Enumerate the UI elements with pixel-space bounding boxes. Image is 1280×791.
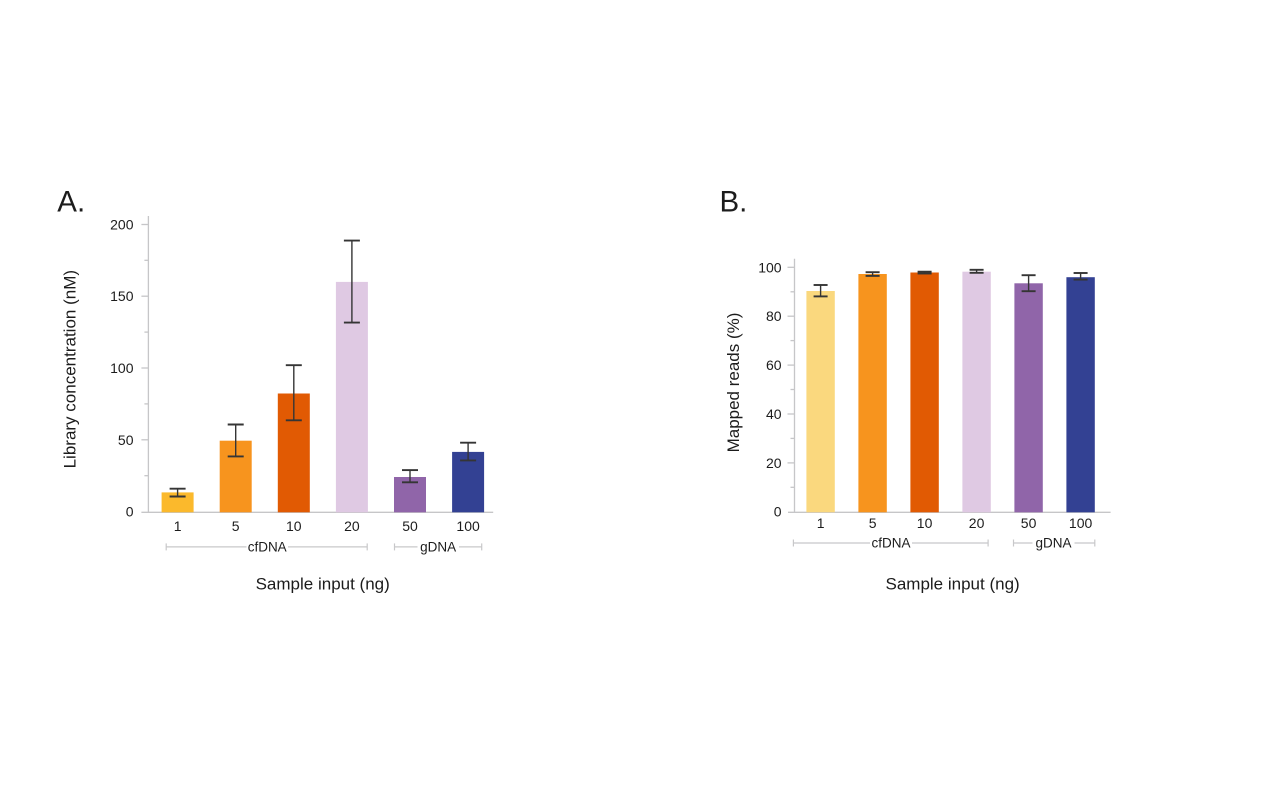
svg-text:5: 5	[869, 515, 877, 531]
svg-text:Library concentration (nM): Library concentration (nM)	[61, 270, 80, 468]
svg-text:200: 200	[110, 217, 134, 233]
svg-text:100: 100	[456, 518, 480, 534]
svg-text:150: 150	[110, 288, 134, 304]
svg-text:B.: B.	[720, 186, 748, 219]
svg-text:A.: A.	[57, 186, 85, 219]
svg-text:1: 1	[174, 518, 182, 534]
svg-text:40: 40	[766, 406, 782, 422]
svg-text:Sample input (ng): Sample input (ng)	[256, 575, 390, 594]
svg-text:20: 20	[969, 515, 985, 531]
svg-text:cfDNA: cfDNA	[871, 536, 910, 551]
svg-text:gDNA: gDNA	[1035, 536, 1071, 551]
svg-text:80: 80	[766, 308, 782, 324]
svg-text:0: 0	[126, 504, 134, 520]
svg-text:10: 10	[917, 515, 933, 531]
svg-text:5: 5	[232, 518, 240, 534]
svg-text:0: 0	[774, 504, 782, 520]
svg-text:50: 50	[118, 432, 134, 448]
svg-text:20: 20	[344, 518, 360, 534]
svg-text:50: 50	[1021, 515, 1037, 531]
svg-text:60: 60	[766, 357, 782, 373]
svg-text:Sample input (ng): Sample input (ng)	[886, 575, 1020, 594]
svg-text:cfDNA: cfDNA	[248, 539, 287, 554]
svg-text:100: 100	[1069, 515, 1093, 531]
svg-text:100: 100	[110, 360, 134, 376]
svg-text:gDNA: gDNA	[420, 539, 456, 554]
svg-text:100: 100	[758, 259, 782, 275]
svg-text:50: 50	[402, 518, 418, 534]
svg-text:1: 1	[817, 515, 825, 531]
svg-text:10: 10	[286, 518, 302, 534]
svg-text:20: 20	[766, 455, 782, 471]
svg-text:Mapped reads (%): Mapped reads (%)	[724, 313, 743, 453]
